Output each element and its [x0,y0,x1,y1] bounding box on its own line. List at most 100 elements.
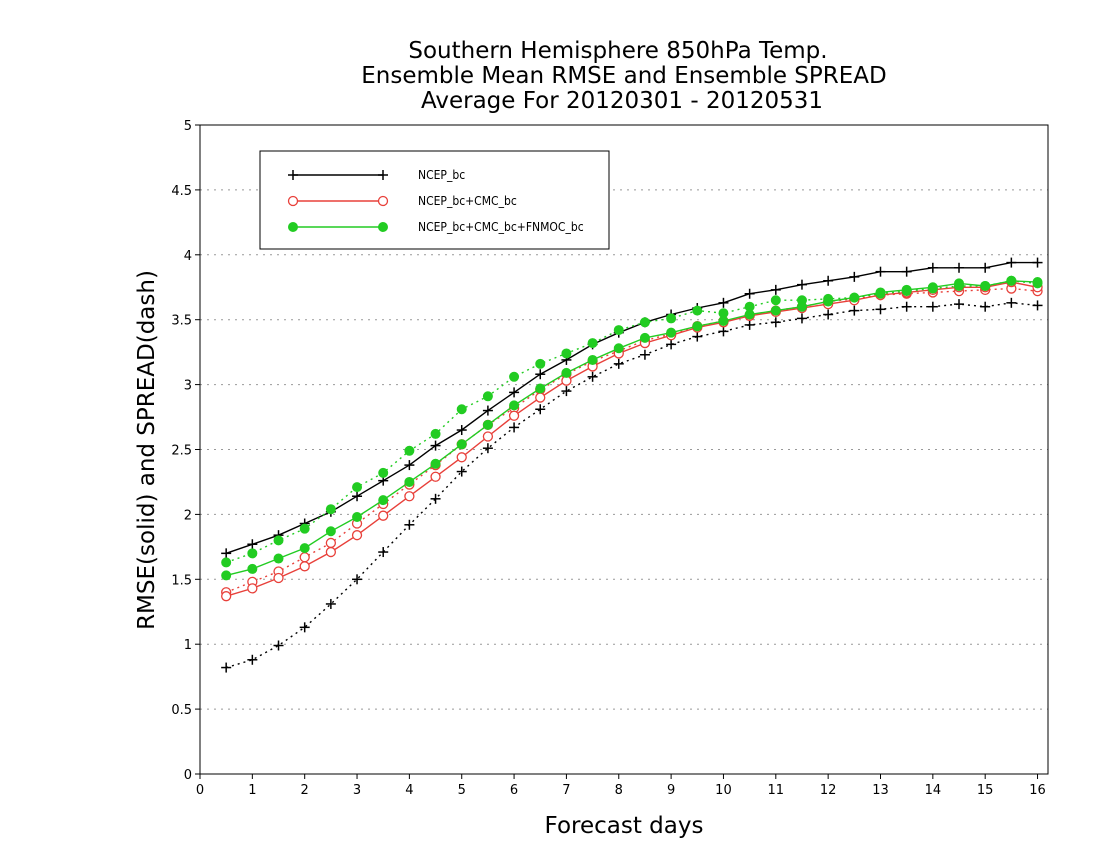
data-point-rmse [901,284,912,295]
data-point-spread [456,466,467,477]
data-point-rmse [221,548,232,559]
legend-marker [378,170,388,180]
data-point-spread [875,304,886,315]
data-point-rmse [718,297,729,308]
data-point-spread [980,301,991,312]
data-point-spread [273,640,284,651]
data-point-spread [744,319,755,330]
y-tick-label: 5 [184,119,192,134]
data-point-spread [378,547,389,558]
chart-title-line-1: Southern Hemisphere 850hPa Temp. [408,38,827,64]
data-point-rmse [823,296,834,307]
data-point-spread [352,482,363,493]
data-point-spread [770,295,781,306]
data-point-rmse [404,476,415,487]
data-point-spread [430,428,441,439]
data-point-spread [352,574,363,585]
data-point-rmse [849,271,860,282]
data-point-rmse [325,526,336,537]
data-point-spread [587,371,598,382]
data-point-rmse [404,491,415,502]
data-point-rmse [430,471,441,482]
y-tick-label: 3.5 [171,314,192,329]
data-point-rmse [535,383,546,394]
y-tick-label: 1 [184,638,192,653]
data-point-rmse [954,278,965,289]
x-tick-label: 10 [715,783,732,798]
data-point-spread [456,404,467,415]
data-point-spread [639,317,650,328]
data-point-rmse [456,425,467,436]
x-tick-label: 12 [820,783,837,798]
data-point-rmse [587,354,598,365]
data-point-rmse [378,510,389,521]
data-point-rmse [849,292,860,303]
data-point-rmse [299,561,310,572]
x-tick-label: 6 [510,783,518,798]
data-point-spread [613,325,624,336]
data-point-rmse [796,301,807,312]
y-tick-label: 0 [184,768,192,783]
x-tick-label: 9 [667,783,675,798]
data-point-rmse [325,546,337,558]
x-tick-label: 2 [301,783,309,798]
data-point-rmse [1006,257,1017,268]
data-point-spread [613,358,624,369]
data-point-rmse [508,410,520,421]
series-spread-line [225,302,1038,669]
data-point-rmse [535,392,546,403]
legend-box [259,150,610,250]
data-point-spread [299,622,310,633]
data-point-spread [901,301,912,312]
y-tick-label: 3 [184,379,192,394]
x-tick-label: 8 [615,783,623,798]
data-point-rmse [980,280,991,291]
data-point-spread [247,548,258,559]
data-point-rmse [770,305,781,316]
x-tick-label: 13 [872,783,889,798]
x-tick-label: 0 [196,783,204,798]
data-point-spread [509,371,520,382]
chart-title: Southern Hemisphere 850hPa Temp. Ensembl… [361,38,886,114]
data-point-spread [325,504,336,515]
data-point-rmse [430,440,441,451]
legend-label: NCEP_bc+CMC_bc+FNMOC_bc [418,220,584,234]
data-point-spread [849,305,860,316]
x-tick-label: 4 [405,783,413,798]
data-point-spread [927,301,938,312]
x-axis-ticks: 0 1 2 3 4 5 6 7 8 9 10 11 12 13 14 15 16 [196,774,1046,798]
x-tick-label: 1 [248,783,256,798]
data-point-spread [666,313,677,324]
data-point-rmse [718,315,729,326]
data-point-rmse [796,279,807,290]
data-point-rmse [247,563,258,574]
data-point-spread [666,339,677,350]
data-point-rmse [1032,257,1043,268]
gridlines [200,189,1048,710]
data-point-rmse [535,369,546,380]
data-point-rmse [482,419,493,430]
data-point-rmse [430,458,441,469]
chart-title-line-2: Ensemble Mean RMSE and Ensemble SPREAD [361,63,886,89]
y-tick-label: 2 [184,508,192,523]
data-point-spread [823,309,834,320]
data-point-spread [430,493,441,504]
data-point-rmse [666,327,677,338]
data-point-spread [404,445,415,456]
data-point-spread [1006,297,1017,308]
data-point-rmse [482,431,494,442]
data-point-rmse [1006,275,1017,286]
data-point-spread [299,552,310,563]
data-point-rmse [875,287,886,298]
data-point-spread [299,523,310,534]
data-point-spread [535,358,546,369]
data-point-spread [221,557,232,568]
data-point-spread [482,443,493,454]
y-axis-label: RMSE(solid) and SPREAD(dash) [134,270,160,630]
series-group [221,257,1043,673]
data-point-spread [404,519,415,530]
data-point-spread [325,537,337,549]
data-point-rmse [613,343,624,354]
data-point-rmse [823,275,834,286]
x-tick-label: 16 [1029,783,1046,798]
